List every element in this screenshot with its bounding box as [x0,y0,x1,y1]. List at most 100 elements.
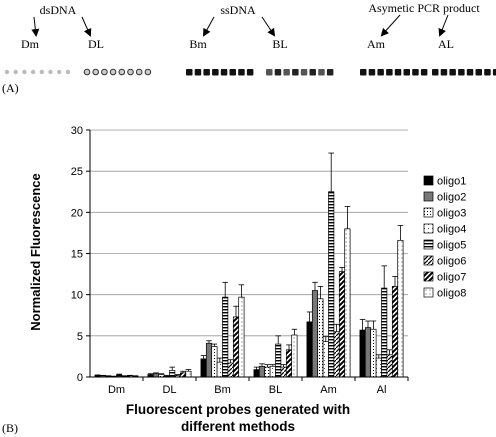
blot-spot [238,69,245,76]
bar-oligo8-BL [291,334,298,378]
sample-label-Dm: Dm [21,37,40,51]
blot-spot [274,69,282,76]
x-axis-label-line-2: different methods [181,419,295,434]
bar-oligo6-BL [280,366,287,378]
bar-oligo6-Bm [227,362,234,378]
y-tick-label: 10 [71,290,83,302]
bar-oligo8-Am [344,228,351,378]
legend-swatch-oligo4 [423,223,434,234]
blot-spot [440,69,448,76]
group-arrow-right-0 [81,16,92,37]
bar-oligo7-Al [391,286,399,378]
blot-spot [203,69,210,76]
panel-a-label: (A) [2,81,19,95]
panel-b-label: (B) [2,421,18,435]
bar-oligo3-Al [370,328,377,378]
bars [94,191,404,378]
blot-spot [492,69,496,76]
legend-label-oligo3: oligo3 [437,208,466,220]
bar-oligo5-Al [381,287,388,378]
legend-label-oligo7: oligo7 [437,272,466,284]
blot-spot [109,68,117,76]
bar-oligo8-Bm [238,296,245,378]
x-axis-label-line-1: Fluorescent probes generated with [126,402,350,417]
blot-spot [484,69,491,76]
x-tick-labels: Dm DL Bm BL Am Al [108,384,386,396]
blot-spot [449,69,456,76]
blot-spot [48,69,53,75]
blot-spot [118,68,126,76]
x-tick-label-Dm: Dm [108,384,125,396]
bar-oligo1-Am [306,321,313,378]
bar-oligo5-BL [275,343,282,378]
blot-spot [292,69,299,76]
group-title-2: Asymetic PCR product [368,1,480,15]
bar-oligo3-BL [264,366,271,378]
legend: oligo1 oligo2 oligo3 oligo4 oligo5 oligo6 olig… [423,175,466,300]
blot-spot [212,69,219,76]
bar-oligo1-Al [359,329,366,378]
legend-label-oligo4: oligo4 [437,224,466,236]
blot-spot [394,69,402,76]
sample-label-Bm: Bm [189,37,207,51]
y-tick-labels: 0 5 10 15 20 25 30 [71,125,83,384]
bar-oligo5-DL [169,370,176,378]
blot-spot [475,69,482,76]
x-tick-label-BL: BL [269,384,282,396]
blot-spot [229,69,236,76]
blot-spot [57,69,62,75]
blot-spot [420,69,428,76]
legend-label-oligo8: oligo8 [437,288,466,300]
bar-oligo6-Am [333,331,340,378]
blot-spot [300,69,308,76]
blot-spot [92,68,99,76]
legend-label-oligo1: oligo1 [437,176,466,188]
blot-spot [432,69,439,76]
blot-spot [194,69,202,76]
bar-oligo2-Bm [205,342,213,378]
group-arrow-left-1 [203,16,215,37]
bar-oligo4-Al [375,357,382,378]
blot-spot [144,68,152,76]
gridlines [90,129,408,337]
blot-spot [246,69,254,76]
blot-spot [403,69,410,76]
bar-oligo7-DL [179,372,187,378]
group-title-0: dsDNA [40,3,77,17]
bar-oligo2-BL [258,365,266,378]
bar-oligo8-Al [397,239,404,378]
bar-oligo7-BL [285,349,293,378]
sample-label-AL: AL [438,37,454,51]
blot-spot [318,69,325,76]
blot-spot [326,69,334,76]
bar-oligo7-Bm [232,316,240,378]
legend-label-oligo5: oligo5 [437,240,466,252]
legend-swatch-oligo3 [423,207,434,218]
x-tick-label-DL: DL [162,384,176,396]
bar-oligo1-BL [253,369,260,378]
y-tick-label: 25 [71,166,83,178]
x-tick-label-Al: Al [377,384,387,396]
blot-spot [360,69,367,76]
sample-label-DL: DL [88,37,104,51]
y-tick-label: 0 [77,372,83,384]
legend-swatch-oligo1 [423,175,434,186]
sample-label-Am: Am [367,37,386,51]
bar-oligo6-Al [386,354,393,378]
blot-spot [101,68,108,76]
group-arrow-right-1 [261,16,276,37]
legend-label-oligo6: oligo6 [437,256,466,268]
group-arrow-left-0 [31,16,40,37]
legend-swatch-oligo2 [423,191,434,202]
blot-spot [266,69,273,76]
blot-spot [368,69,376,76]
panel-a-dot-blots: dsDNA Dm DL ssDNA Bm BL Asymetic PCR product Am… [4,1,496,76]
blot-spot [412,69,419,76]
blot-spot [458,69,465,76]
bar-oligo8-DL [185,370,192,378]
x-tick-label-Bm: Bm [214,384,231,396]
blot-spot [186,69,193,76]
blot-spot [377,69,384,76]
bar-oligo2-Al [364,327,372,378]
